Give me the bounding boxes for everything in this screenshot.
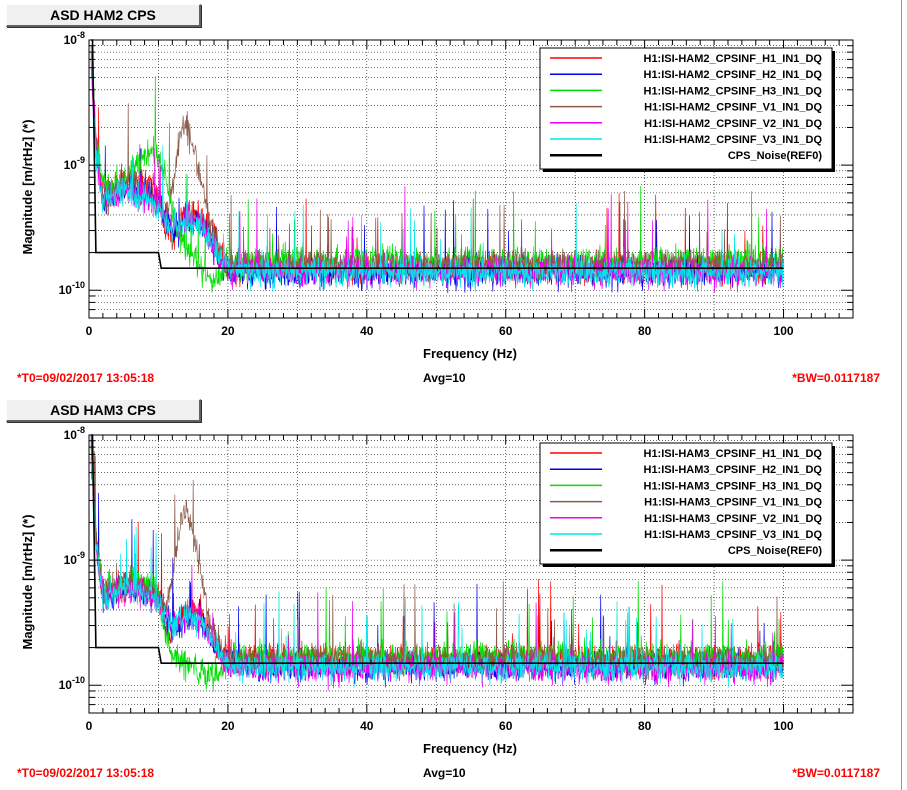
- legend-entry-label: H1:ISI-HAM3_CPSINF_H1_IN1_DQ: [644, 448, 823, 460]
- plot-frame: [88, 39, 854, 319]
- series-traces: [90, 39, 784, 294]
- x-tick-label: 80: [638, 719, 652, 733]
- chart-panel-ham3: ASD HAM3 CPS 0 20 40 60 80 100 10-8 10-9 10-10 Fr…: [0, 395, 907, 790]
- window-edge: [901, 0, 907, 395]
- legend-entry-label: H1:ISI-HAM3_CPSINF_V1_IN1_DQ: [644, 497, 822, 509]
- series-traces: [90, 434, 784, 692]
- x-tick-label: 100: [774, 324, 794, 338]
- legend-entry-label: H1:ISI-HAM2_CPSINF_V1_IN1_DQ: [644, 102, 822, 114]
- legend-entry-label: H1:ISI-HAM3_CPSINF_V3_IN1_DQ: [644, 529, 822, 541]
- legend-box: [539, 47, 833, 170]
- x-tick-label: 40: [360, 324, 374, 338]
- legend-entry-label: H1:ISI-HAM2_CPSINF_V3_IN1_DQ: [644, 134, 822, 146]
- x-tick-label: 0: [86, 719, 93, 733]
- y-axis-label: Magnitude [m/rtHz] (*): [20, 119, 35, 254]
- chart-title-box: ASD HAM2 CPS: [6, 4, 201, 27]
- series-line: [91, 39, 784, 270]
- legend-entry-label: H1:ISI-HAM2_CPSINF_H2_IN1_DQ: [644, 69, 823, 81]
- legend-entry-label: H1:ISI-HAM2_CPSINF_H1_IN1_DQ: [644, 53, 823, 65]
- legend-entry-label: H1:ISI-HAM3_CPSINF_H3_IN1_DQ: [644, 480, 823, 492]
- legend-entry-label: H1:ISI-HAM2_CPSINF_H3_IN1_DQ: [644, 85, 823, 97]
- y-tick-label: 10-8: [64, 30, 85, 47]
- chart-panel-ham2: ASD HAM2 CPS 0 20 40 60 80 100 10-8 10-9 10-10 Fr…: [0, 0, 907, 395]
- x-axis-label: Frequency (Hz): [423, 741, 517, 756]
- plot-frame: [88, 434, 854, 714]
- x-tick-label: 80: [638, 324, 652, 338]
- t0-label: *T0=09/02/2017 13:05:18: [17, 371, 155, 385]
- legend-entry-label: H1:ISI-HAM3_CPSINF_H2_IN1_DQ: [644, 464, 823, 476]
- y-tick-label: 10-9: [64, 550, 85, 567]
- plot-area[interactable]: 0 20 40 60 80 100 10-8 10-9 10-10 Frequency (Hz) M…: [0, 395, 907, 790]
- legend-entry-label: H1:ISI-HAM3_CPSINF_V2_IN1_DQ: [644, 513, 822, 525]
- x-tick-label: 40: [360, 719, 374, 733]
- legend-entry-label: H1:ISI-HAM2_CPSINF_V2_IN1_DQ: [644, 118, 822, 130]
- y-tick-label: 10-10: [59, 280, 85, 297]
- bw-label: *BW=0.0117187: [792, 371, 880, 385]
- legend: H1:ISI-HAM2_CPSINF_H1_IN1_DQ H1:ISI-HAM2_…: [539, 47, 835, 172]
- y-tick-label: 10-9: [64, 155, 85, 172]
- plot-area[interactable]: 0 20 40 60 80 100 10-8 10-9 10-10 Frequency (Hz) M…: [0, 0, 907, 395]
- avg-label: Avg=10: [423, 371, 466, 385]
- x-tick-label: 100: [774, 719, 794, 733]
- x-tick-label: 60: [499, 324, 513, 338]
- legend-entry-label: CPS_Noise(REF0): [728, 545, 822, 557]
- y-axis-label: Magnitude [m/rtHz] (*): [20, 514, 35, 649]
- series-line: [91, 434, 784, 665]
- legend-entry-label: CPS_Noise(REF0): [728, 150, 822, 162]
- x-axis-ticks: [88, 435, 854, 713]
- bw-label: *BW=0.0117187: [792, 766, 880, 780]
- legend-box: [539, 442, 833, 565]
- window-edge: [901, 395, 907, 790]
- y-axis-ticks: [89, 434, 853, 714]
- x-axis-label: Frequency (Hz): [423, 346, 517, 361]
- x-tick-label: 0: [86, 324, 93, 338]
- series-line: [90, 58, 784, 293]
- series-line: [90, 459, 784, 688]
- x-tick-label: 20: [221, 324, 235, 338]
- x-tick-label: 20: [221, 719, 235, 733]
- y-tick-label: 10-10: [59, 675, 85, 692]
- legend: H1:ISI-HAM3_CPSINF_H1_IN1_DQ H1:ISI-HAM3_…: [539, 442, 835, 567]
- y-tick-label: 10-8: [64, 425, 85, 442]
- t0-label: *T0=09/02/2017 13:05:18: [17, 766, 155, 780]
- avg-label: Avg=10: [423, 766, 466, 780]
- chart-title-box: ASD HAM3 CPS: [6, 399, 201, 422]
- y-axis-ticks: [89, 39, 853, 319]
- x-tick-label: 60: [499, 719, 513, 733]
